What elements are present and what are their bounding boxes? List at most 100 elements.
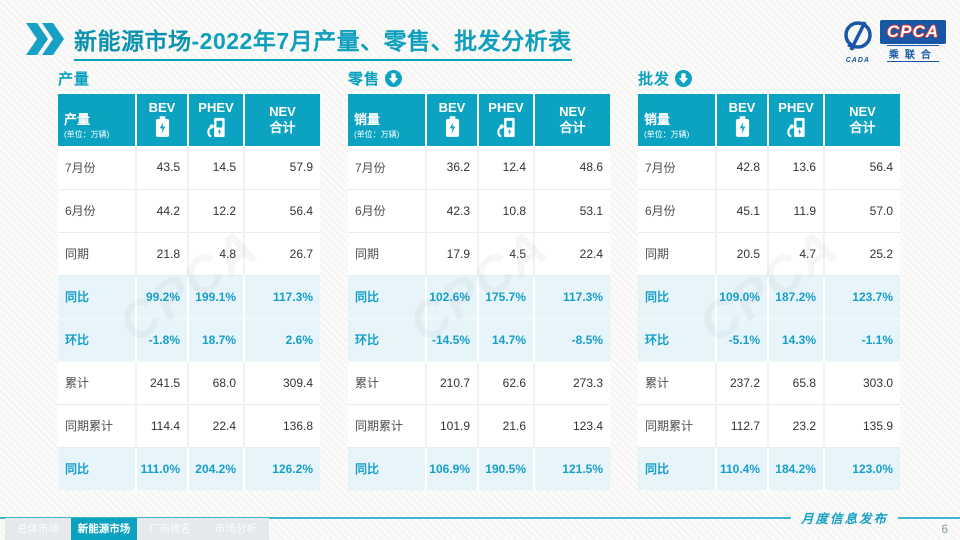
header-nev: NEV 合计 [533, 94, 610, 146]
tab-oem-ranking[interactable]: 厂商排名 [137, 518, 203, 540]
cell-nev: 57.0 [823, 189, 900, 233]
battery-icon [137, 115, 187, 140]
cell-phev: 14.5 [187, 146, 244, 190]
cell-phev: 4.8 [187, 232, 244, 276]
cell-phev: 10.8 [477, 189, 534, 233]
cell-nev: 26.7 [243, 232, 320, 276]
header-bev: BEV [425, 94, 478, 146]
header-unit-cell: 销量 (单位：万辆) [638, 94, 716, 146]
cell-phev: 187.2% [767, 275, 824, 319]
cell-bev: -1.8% [135, 318, 188, 362]
cell-nev: 123.0% [823, 447, 900, 491]
cell-bev: 21.8 [135, 232, 188, 276]
row-label: 同比 [58, 447, 136, 491]
cell-bev: 114.4 [135, 404, 188, 448]
row-label: 同比 [348, 275, 426, 319]
cell-bev: 110.4% [715, 447, 768, 491]
cell-nev: 123.7% [823, 275, 900, 319]
tab-nev-market[interactable]: 新能源市场 [71, 518, 137, 540]
cell-bev: 36.2 [425, 146, 478, 190]
cell-phev: 68.0 [187, 361, 244, 405]
row-label: 同期累计 [58, 404, 136, 448]
section-retail: 零售 销量 (单位：万辆) BEV [348, 66, 610, 491]
row-label: 6月份 [638, 189, 716, 233]
cell-phev: 14.7% [477, 318, 534, 362]
table-row: 同期累计 114.4 22.4 136.8 [58, 404, 320, 448]
header-unit-cell: 产量 (单位：万辆) [58, 94, 136, 146]
row-label: 环比 [638, 318, 716, 362]
table-row: 同比 106.9% 190.5% 121.5% [348, 447, 610, 491]
cell-bev: 43.5 [135, 146, 188, 190]
table-row: 同比 102.6% 175.7% 117.3% [348, 275, 610, 319]
logo-cpca-box: CPCA [879, 20, 946, 44]
row-label: 6月份 [58, 189, 136, 233]
cell-nev: 303.0 [823, 361, 900, 405]
row-label: 同期累计 [638, 404, 716, 448]
row-label: 环比 [58, 318, 136, 362]
cell-nev: 57.9 [243, 146, 320, 190]
cell-nev: -1.1% [823, 318, 900, 362]
cell-bev: 237.2 [715, 361, 768, 405]
table-row: 同期 17.9 4.5 22.4 [348, 232, 610, 276]
cell-nev: 273.3 [533, 361, 610, 405]
section-title-retail: 零售 [348, 66, 610, 90]
cell-bev: 42.3 [425, 189, 478, 233]
table-row: 6月份 44.2 12.2 56.4 [58, 189, 320, 233]
footer-line-right [898, 516, 960, 519]
row-label: 同比 [348, 447, 426, 491]
table-row: 同比 111.0% 204.2% 126.2% [58, 447, 320, 491]
table-row: 累计 237.2 65.8 303.0 [638, 361, 900, 405]
section-title-wholesale: 批发 [638, 66, 900, 90]
table-row: 同比 99.2% 199.1% 117.3% [58, 275, 320, 319]
row-label: 同比 [58, 275, 136, 319]
page-number: 6 [941, 522, 948, 536]
retail-table: 销量 (单位：万辆) BEV PHEV [348, 94, 610, 491]
footer-rule: 月度信息发布 [0, 508, 960, 527]
cell-phev: 12.2 [187, 189, 244, 233]
battery-icon [427, 115, 477, 140]
table-row: 同期累计 101.9 21.6 123.4 [348, 404, 610, 448]
table-header-row: 产量 (单位：万辆) BEV PHEV [58, 94, 320, 146]
table-row: 环比 -1.8% 18.7% 2.6% [58, 318, 320, 362]
page-title-market: 新能源市场 [74, 28, 192, 54]
tab-market-analysis[interactable]: 市场分析 [203, 518, 269, 540]
down-arrow-icon [385, 69, 403, 87]
row-label: 累计 [638, 361, 716, 405]
row-label: 同比 [638, 275, 716, 319]
table-row: 累计 241.5 68.0 309.4 [58, 361, 320, 405]
page-title-rest: -2022年7月产量、零售、批发分析表 [191, 28, 572, 54]
section-production: 产量 产量 (单位：万辆) BEV PHEV [58, 66, 320, 491]
battery-icon [717, 115, 767, 140]
table-row: 同期 21.8 4.8 26.7 [58, 232, 320, 276]
row-label: 累计 [58, 361, 136, 405]
cell-nev: 309.4 [243, 361, 320, 405]
logo-subtitle: 乘联合 [886, 45, 939, 62]
cell-phev: 190.5% [477, 447, 534, 491]
header-bev: BEV [135, 94, 188, 146]
cell-nev: 135.9 [823, 404, 900, 448]
footer-line-left [0, 516, 791, 519]
table-row: 同期 20.5 4.7 25.2 [638, 232, 900, 276]
cell-bev: 99.2% [135, 275, 188, 319]
tab-overall-market[interactable]: 总体市场 [5, 518, 71, 540]
header-phev: PHEV [187, 94, 244, 146]
cell-bev: 44.2 [135, 189, 188, 233]
cell-bev: 210.7 [425, 361, 478, 405]
header-phev: PHEV [477, 94, 534, 146]
row-label: 6月份 [348, 189, 426, 233]
cell-phev: 23.2 [767, 404, 824, 448]
cell-phev: 18.7% [187, 318, 244, 362]
cell-nev: 25.2 [823, 232, 900, 276]
header-unit-cell: 销量 (单位：万辆) [348, 94, 426, 146]
table-row: 同比 109.0% 187.2% 123.7% [638, 275, 900, 319]
wholesale-table: 销量 (单位：万辆) BEV PHEV [638, 94, 900, 491]
section-title-production: 产量 [58, 70, 91, 88]
row-label: 同比 [638, 447, 716, 491]
table-row: 6月份 42.3 10.8 53.1 [348, 189, 610, 233]
logo-cada-text: CADA [845, 57, 870, 64]
cell-phev: 184.2% [767, 447, 824, 491]
table-row: 7月份 36.2 12.4 48.6 [348, 146, 610, 190]
cell-nev: 48.6 [533, 146, 610, 190]
row-label: 7月份 [638, 146, 716, 190]
